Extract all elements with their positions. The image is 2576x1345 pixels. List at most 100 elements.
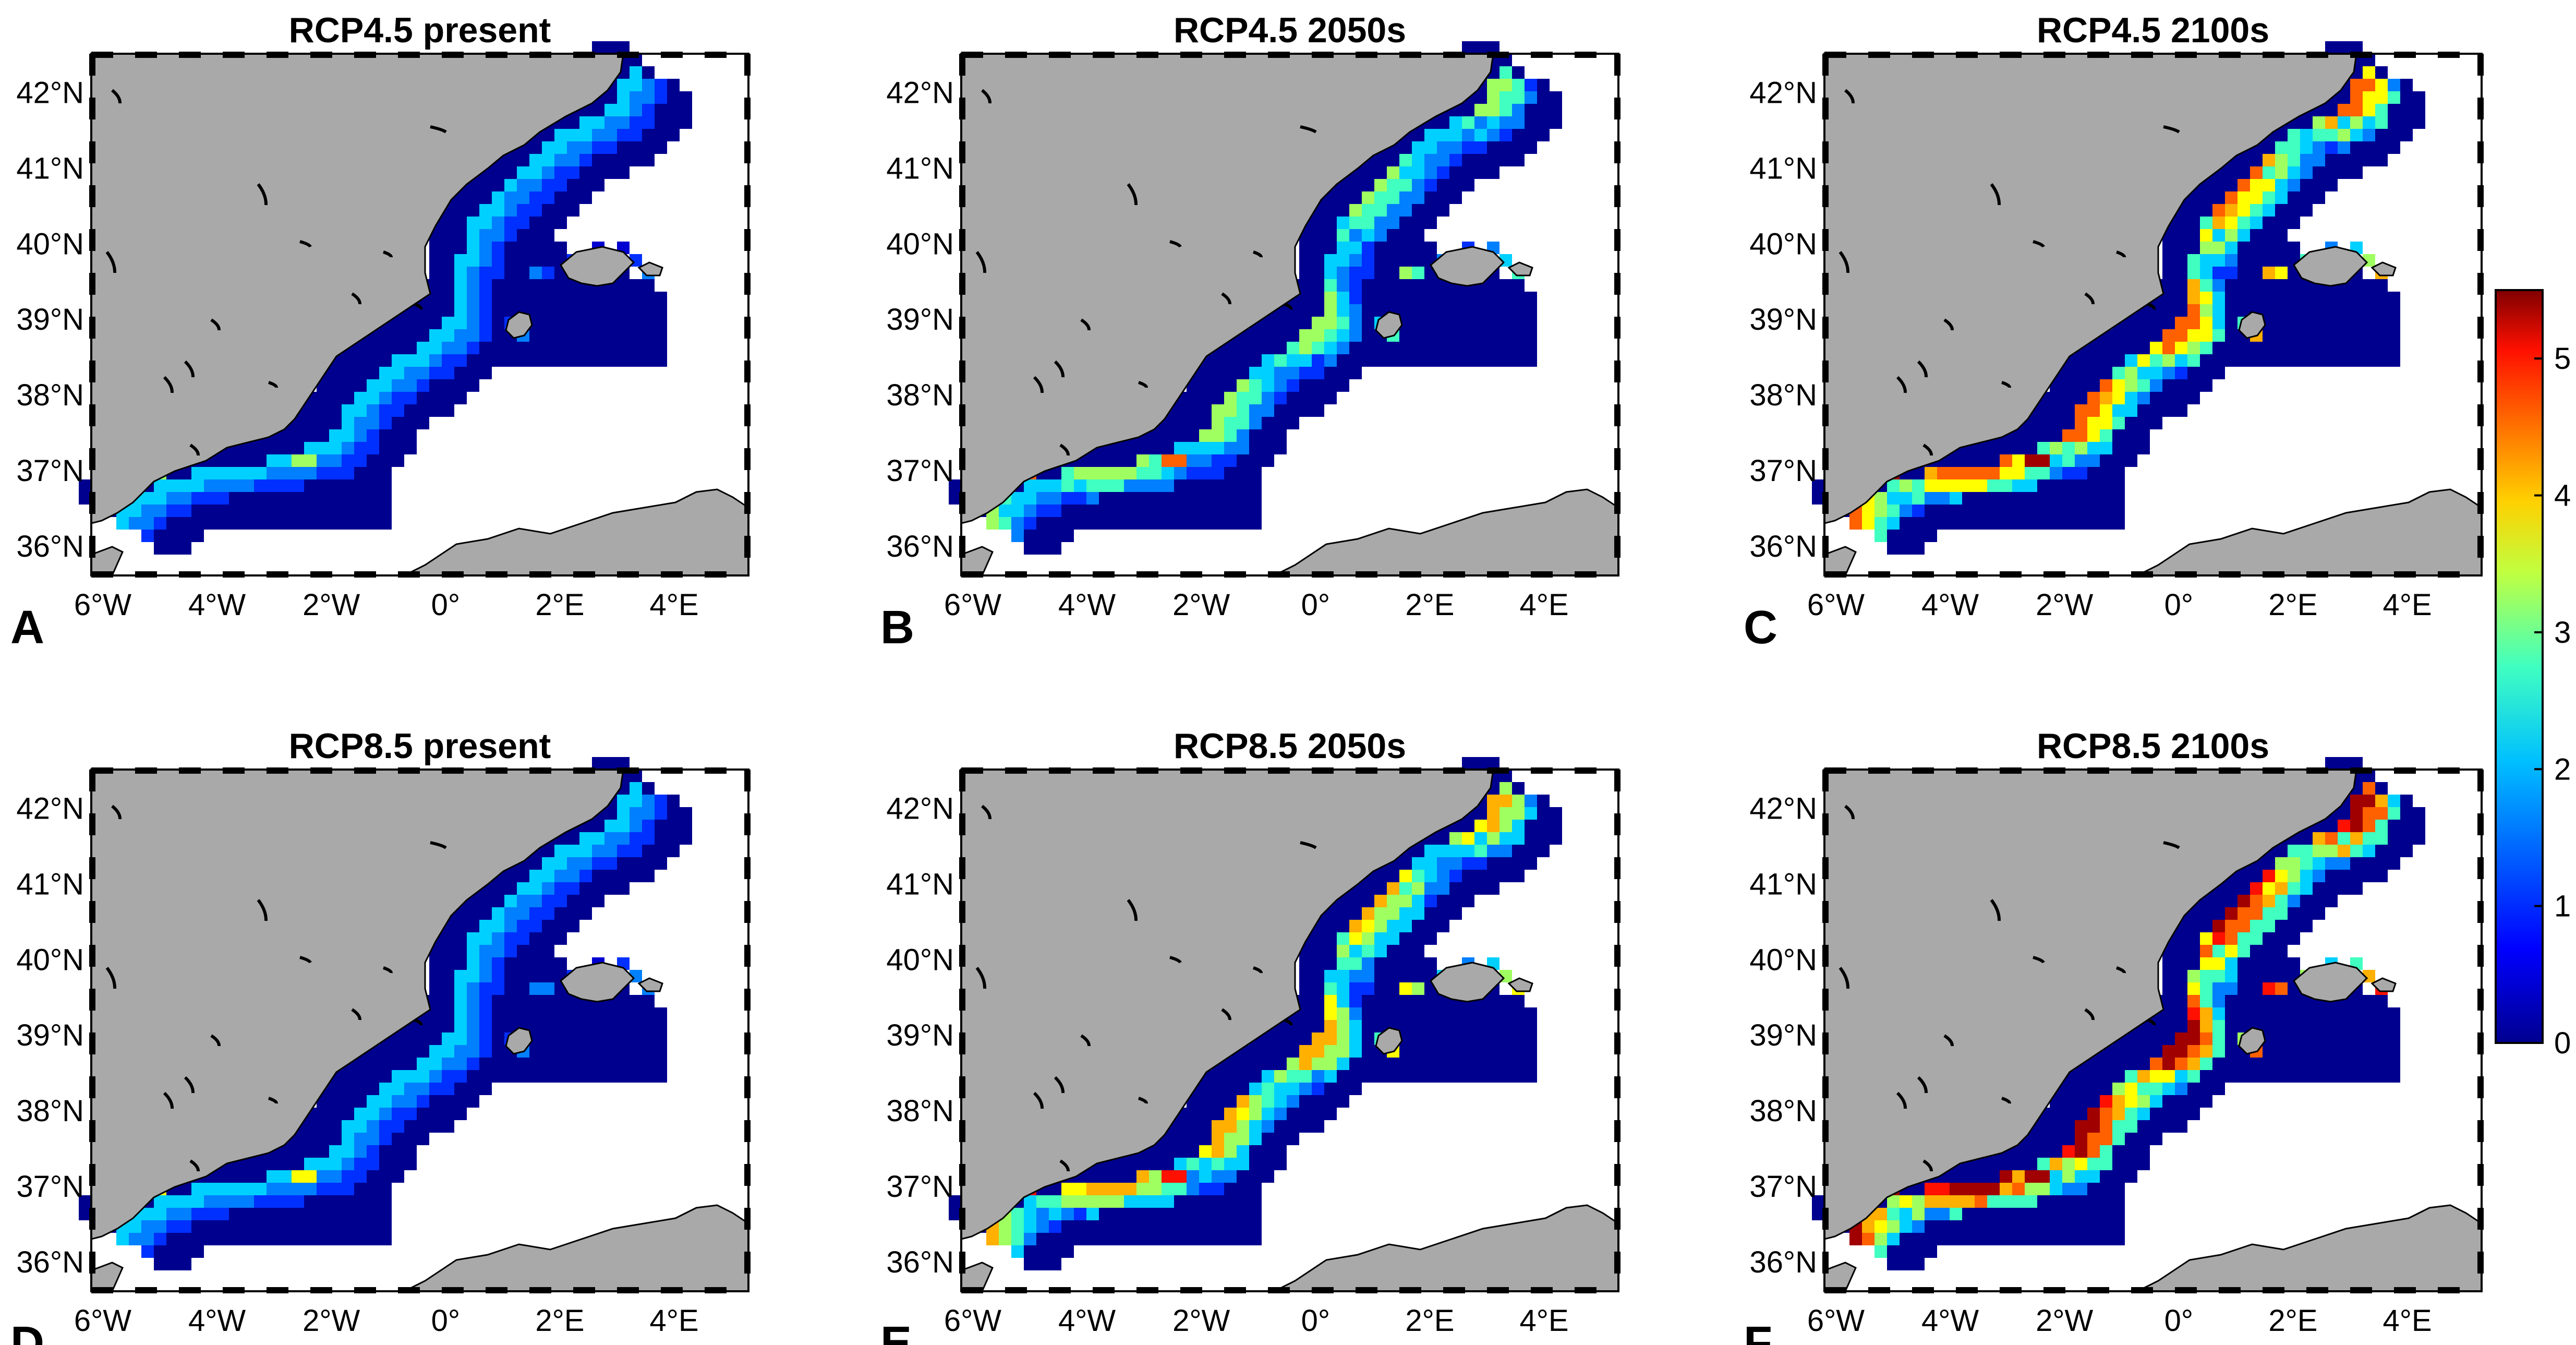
habitat-cell [1487,154,1499,166]
habitat-cell [1412,141,1424,154]
habitat-cell [141,1245,154,1258]
habitat-cell [1474,354,1487,367]
habitat-cell [1249,467,1262,479]
habitat-cell [154,1220,166,1233]
habitat-cell [342,467,354,479]
habitat-cell [467,367,479,379]
habitat-cell [1149,479,1162,492]
habitat-cell [2288,242,2300,254]
habitat-cell [2288,204,2300,217]
habitat-cell [1337,329,1349,342]
habitat-cell [1887,517,1900,530]
habitat-cell [1912,479,1925,492]
habitat-cell [1387,292,1399,304]
habitat-cell [379,1083,392,1095]
river-segment [210,318,221,331]
habitat-cell [1349,329,1362,342]
habitat-cell [1374,342,1387,354]
habitat-cell [454,392,467,404]
habitat-cell [1525,292,1537,304]
habitat-cell [1412,204,1424,217]
habitat-cell [429,1108,442,1120]
habitat-cell [317,417,329,429]
habitat-cell [1274,417,1287,429]
habitat-cell [630,79,642,91]
habitat-cell [567,1070,579,1083]
habitat-cell [304,1220,317,1233]
habitat-cell [1374,204,1387,217]
habitat-cell [1362,166,1374,179]
habitat-cell [141,1233,154,1245]
habitat-cell [1274,1058,1287,1070]
habitat-cell [1274,1108,1287,1120]
habitat-cell [141,1220,154,1233]
habitat-cell [1337,970,1349,982]
habitat-cell [429,404,442,417]
habitat-cell [1462,342,1474,354]
habitat-cell [517,342,529,354]
habitat-cell [292,479,304,492]
habitat-cell [254,467,267,479]
habitat-cell [2112,505,2125,517]
habitat-cell [617,832,630,845]
habitat-cell [1312,932,1324,945]
habitat-cell [2112,342,2125,354]
habitat-cell [2375,129,2388,141]
habitat-cell [2100,367,2112,379]
habitat-cell [2025,492,2037,505]
habitat-cell [1187,404,1199,417]
habitat-cell [2137,317,2150,329]
habitat-cell [1462,304,1474,317]
habitat-cell [655,354,667,367]
habitat-cell [2087,517,2100,530]
habitat-cell [1462,882,1474,895]
habitat-cell [1262,429,1274,442]
habitat-cell [342,404,354,417]
habitat-cell [1312,379,1324,392]
habitat-cell [1174,429,1187,442]
habitat-cell [2175,267,2187,279]
habitat-cell [1399,1070,1412,1083]
habitat-cell [2225,191,2238,204]
habitat-cell [655,104,667,116]
habitat-cell [1212,404,1224,417]
habitat-cell [492,895,504,907]
habitat-cell [404,367,417,379]
habitat-cell [554,342,567,354]
habitat-cell [379,354,392,367]
habitat-cell [1412,254,1424,267]
habitat-cell [1287,367,1299,379]
habitat-cell [129,505,141,517]
habitat-cell [1962,454,1975,467]
habitat-cell [592,1007,604,1020]
habitat-cell [2075,442,2087,454]
habitat-cell [667,845,680,857]
habitat-cell [1462,141,1474,154]
habitat-cell [367,1133,379,1145]
habitat-cell [2238,242,2250,254]
habitat-cell [2338,342,2350,354]
habitat-cell [1324,1058,1337,1070]
habitat-cell [2162,354,2175,367]
habitat-cell [1337,932,1349,945]
habitat-cell [317,1183,329,1195]
habitat-cell [1224,1120,1237,1133]
habitat-cell [254,505,267,517]
habitat-cell [2187,279,2200,292]
habitat-cell [429,982,442,995]
habitat-cell [542,970,554,982]
habitat-cell [1111,1170,1124,1183]
habitat-cell [1437,292,1449,304]
habitat-cell [1449,317,1462,329]
habitat-cell [354,379,367,392]
habitat-cell [2225,317,2238,329]
habitat-cell [2388,329,2400,342]
habitat-cell [1099,517,1111,530]
habitat-cell [2388,79,2400,91]
habitat-cell [2363,329,2375,342]
habitat-cell [1424,329,1437,342]
habitat-cell [404,1070,417,1083]
habitat-cell [1287,1058,1299,1070]
habitat-cell [655,304,667,317]
habitat-cell [2025,467,2037,479]
